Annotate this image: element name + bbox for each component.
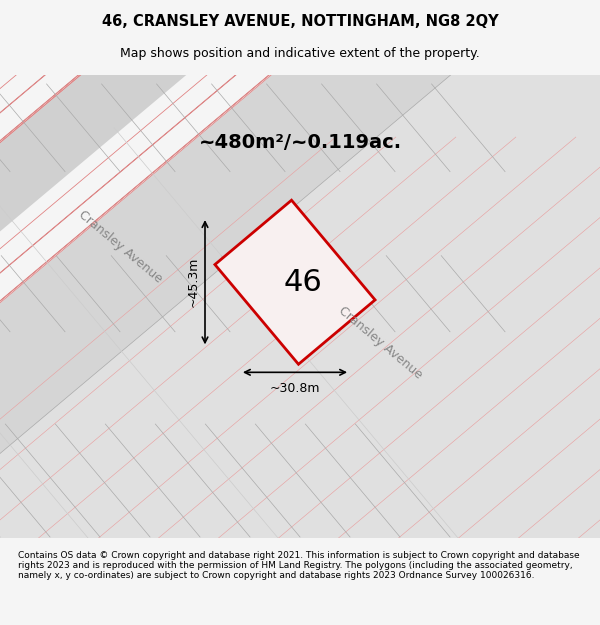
Polygon shape [0, 0, 589, 227]
Polygon shape [0, 0, 589, 386]
Polygon shape [0, 137, 456, 588]
Polygon shape [276, 255, 341, 332]
Polygon shape [0, 0, 589, 357]
Polygon shape [255, 424, 350, 538]
Text: ~30.8m: ~30.8m [270, 382, 320, 396]
Polygon shape [114, 127, 500, 588]
Text: ~480m²/~0.119ac.: ~480m²/~0.119ac. [199, 132, 401, 152]
Polygon shape [580, 137, 600, 588]
Text: Cransley Avenue: Cransley Avenue [76, 209, 164, 286]
Polygon shape [0, 0, 589, 225]
Polygon shape [0, 137, 396, 588]
Polygon shape [111, 255, 176, 332]
Polygon shape [280, 137, 600, 588]
Polygon shape [441, 255, 506, 332]
Polygon shape [0, 137, 516, 588]
Polygon shape [0, 0, 589, 227]
Polygon shape [0, 84, 65, 172]
Polygon shape [0, 0, 589, 333]
Polygon shape [0, 255, 11, 332]
Polygon shape [386, 255, 451, 332]
Text: Contains OS data © Crown copyright and database right 2021. This information is : Contains OS data © Crown copyright and d… [18, 551, 580, 581]
Polygon shape [55, 424, 151, 538]
Text: 46: 46 [284, 268, 322, 297]
Polygon shape [0, 0, 589, 388]
Polygon shape [0, 0, 589, 227]
Polygon shape [155, 424, 251, 538]
Polygon shape [221, 255, 286, 332]
Polygon shape [321, 84, 395, 172]
Polygon shape [266, 84, 341, 172]
Polygon shape [220, 137, 600, 588]
Polygon shape [460, 137, 600, 588]
Polygon shape [0, 0, 589, 197]
Polygon shape [0, 0, 589, 332]
Polygon shape [0, 0, 589, 173]
Polygon shape [0, 0, 589, 538]
Polygon shape [101, 84, 176, 172]
Polygon shape [431, 84, 506, 172]
Polygon shape [0, 127, 320, 588]
Polygon shape [46, 84, 121, 172]
Polygon shape [5, 424, 101, 538]
Polygon shape [56, 255, 121, 332]
Text: Cransley Avenue: Cransley Avenue [335, 304, 424, 381]
Polygon shape [0, 137, 336, 588]
Polygon shape [0, 84, 11, 172]
Polygon shape [331, 255, 395, 332]
Text: Map shows position and indicative extent of the property.: Map shows position and indicative extent… [120, 48, 480, 61]
Polygon shape [1, 255, 65, 332]
Polygon shape [0, 0, 589, 172]
Polygon shape [156, 84, 230, 172]
Polygon shape [355, 424, 451, 538]
Polygon shape [0, 0, 589, 388]
Polygon shape [376, 84, 451, 172]
Polygon shape [105, 424, 200, 538]
Polygon shape [166, 255, 230, 332]
Polygon shape [340, 137, 600, 588]
Polygon shape [215, 200, 375, 364]
Polygon shape [40, 137, 576, 588]
Text: ~45.3m: ~45.3m [187, 257, 200, 308]
Polygon shape [0, 424, 50, 538]
Polygon shape [211, 84, 286, 172]
Polygon shape [520, 137, 600, 588]
Polygon shape [160, 137, 600, 588]
Polygon shape [0, 127, 130, 588]
Polygon shape [205, 424, 301, 538]
Polygon shape [100, 137, 600, 588]
Polygon shape [400, 137, 600, 588]
Text: 46, CRANSLEY AVENUE, NOTTINGHAM, NG8 2QY: 46, CRANSLEY AVENUE, NOTTINGHAM, NG8 2QY [101, 14, 499, 29]
Polygon shape [305, 424, 401, 538]
